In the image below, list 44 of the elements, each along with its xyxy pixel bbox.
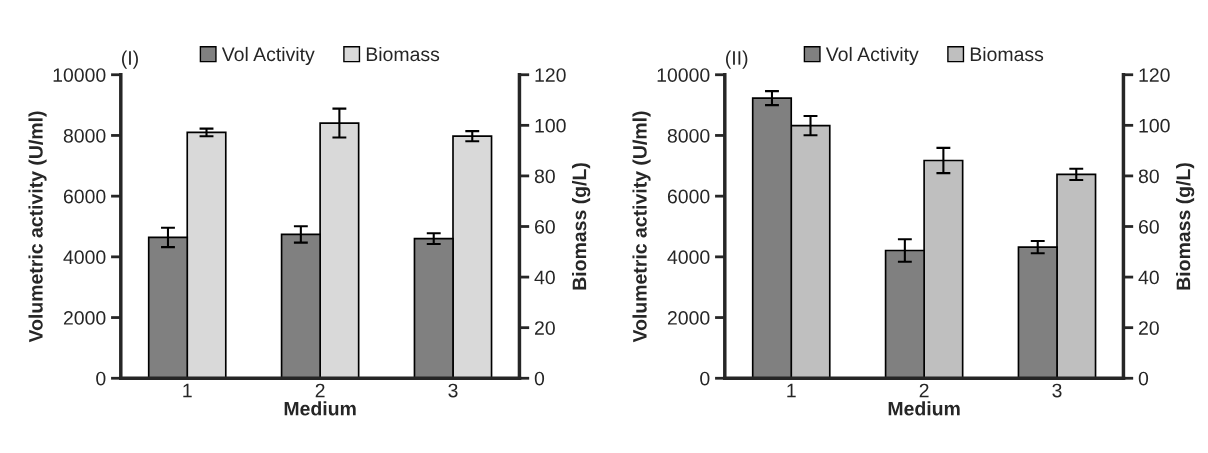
y-tick-label: 8000	[63, 128, 106, 143]
x-tick-label: 1	[787, 383, 796, 398]
y2-tick-label: 0	[534, 371, 545, 386]
y2-axis-title: Biomass (g/L)	[572, 163, 591, 290]
y2-tick-label: 120	[1139, 68, 1170, 82]
y2-tick-label: 120	[535, 68, 566, 82]
y2-tick-label: 60	[1139, 219, 1159, 234]
legend-label: Biomass	[366, 46, 440, 62]
x-tick-label: 2	[315, 383, 325, 398]
y2-axis-title: Biomass (g/L)	[1176, 163, 1195, 290]
y-tick-label: 0	[96, 371, 106, 386]
y2-tick-label: 100	[535, 118, 566, 133]
y2-tick-label: 60	[535, 219, 555, 234]
y-tick-label: 2000	[63, 311, 106, 325]
text: (II)	[726, 50, 748, 69]
y-tick-label: 8000	[667, 128, 710, 143]
x-tick-label: 3	[448, 383, 458, 398]
legend-label: Biomass	[970, 46, 1044, 62]
y-tick-label: 2000	[667, 311, 710, 325]
y-tick-label: 0	[700, 371, 710, 386]
y2-tick-label: 20	[1139, 321, 1159, 335]
text: (I)	[122, 50, 138, 69]
y-tick-label: 10000	[53, 68, 106, 82]
legend-label: Vol Activity	[221, 46, 315, 66]
y2-tick-label: 100	[1139, 118, 1170, 133]
y-tick-label: 6000	[63, 189, 106, 204]
x-tick-label: 3	[1052, 383, 1062, 398]
y-tick-label: 4000	[667, 250, 710, 265]
y2-tick-label: 40	[534, 270, 555, 285]
y-axis-title: Volumetric activity (U/ml)	[632, 111, 651, 343]
y2-tick-label: 20	[535, 321, 555, 335]
legend-label: Vol Activity	[825, 46, 919, 66]
y-tick-label: 6000	[667, 189, 710, 204]
y-tick-label: 10000	[657, 68, 710, 82]
x-axis-title: Medium	[888, 401, 960, 416]
y2-tick-label: 40	[1138, 270, 1159, 285]
x-axis-title: Medium	[284, 401, 356, 416]
x-tick-label: 2	[919, 383, 929, 398]
y2-tick-label: 0	[1138, 371, 1149, 386]
y2-tick-label: 80	[1138, 169, 1159, 184]
y-axis-title: Volumetric activity (U/ml)	[28, 111, 47, 343]
y2-tick-label: 80	[534, 169, 555, 184]
x-tick-label: 1	[183, 383, 192, 398]
y-tick-label: 4000	[63, 250, 106, 265]
